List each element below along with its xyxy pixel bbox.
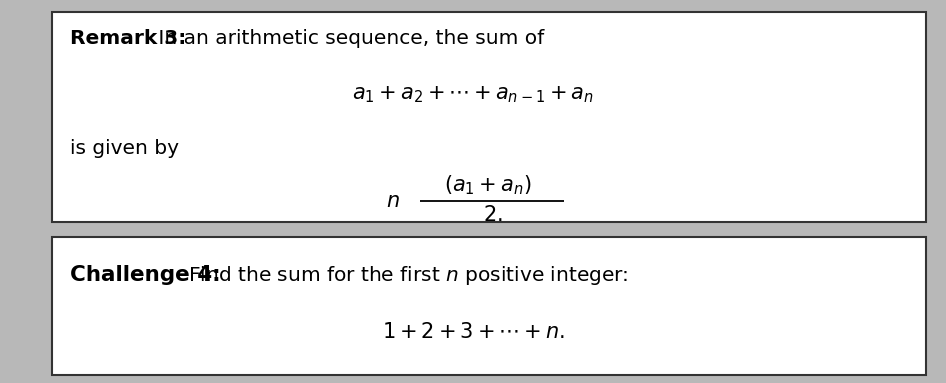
Text: $n$: $n$ xyxy=(386,191,400,211)
Text: In an arithmetic sequence, the sum of: In an arithmetic sequence, the sum of xyxy=(152,28,544,47)
Text: $2$.: $2$. xyxy=(483,205,503,225)
Text: $1 + 2 + 3 + \cdots + n.$: $1 + 2 + 3 + \cdots + n.$ xyxy=(381,322,565,342)
Text: $a_1 + a_2 + \cdots + a_{n-1} + a_n$: $a_1 + a_2 + \cdots + a_{n-1} + a_n$ xyxy=(352,85,594,105)
Text: Challenge 4:: Challenge 4: xyxy=(70,265,220,285)
Text: is given by: is given by xyxy=(70,139,179,157)
Text: Find the sum for the first $n$ positive integer:: Find the sum for the first $n$ positive … xyxy=(182,264,628,287)
Text: $(a_1 + a_n)$: $(a_1 + a_n)$ xyxy=(445,173,532,197)
FancyBboxPatch shape xyxy=(52,237,926,375)
FancyBboxPatch shape xyxy=(52,12,926,222)
Text: Remark 3:: Remark 3: xyxy=(70,28,186,47)
